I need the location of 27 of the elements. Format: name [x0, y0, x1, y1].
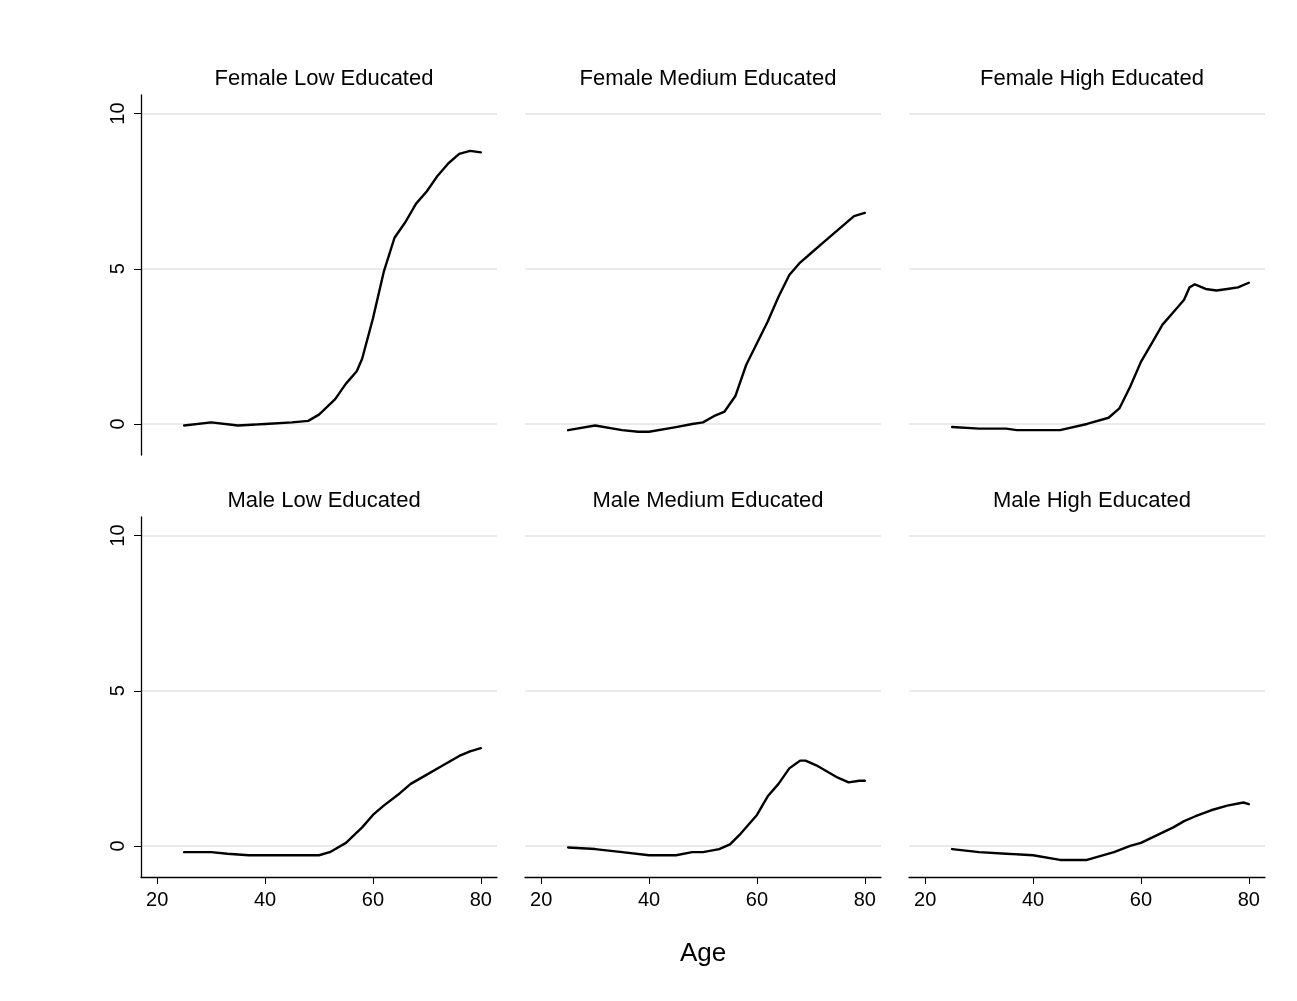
x-tick-label: 80 [1237, 888, 1260, 910]
x-tick-label: 20 [530, 888, 553, 910]
chart-title: Female Low Educated [214, 64, 434, 90]
y-tick-label: 0 [106, 418, 128, 430]
x-tick-label: 60 [745, 888, 769, 910]
chart-title: Female Medium Educated [579, 64, 837, 90]
x-tick-label: 40 [637, 888, 661, 910]
x-tick-label: 40 [253, 888, 277, 910]
y-tick-label: 5 [106, 263, 128, 275]
line-series [182, 747, 483, 857]
x-tick-label: 60 [1129, 888, 1153, 910]
x-tick-label: 40 [1021, 888, 1045, 910]
chart-title: Male High Educated [992, 486, 1192, 512]
x-tick-label: 80 [853, 888, 876, 910]
y-tick-label: 10 [106, 524, 128, 547]
chart-title: Male Low Educated [227, 486, 421, 512]
y-tick-label: 0 [106, 840, 128, 852]
chart-title: Female High Educated [980, 64, 1204, 90]
x-tick-label: 80 [469, 888, 492, 910]
y-tick-label: 5 [106, 685, 128, 697]
y-tick-label: 10 [106, 102, 128, 125]
chart-title: Male Medium Educated [592, 486, 824, 512]
x-axis-title: Age [679, 937, 727, 967]
x-tick-label: 60 [361, 888, 385, 910]
line-series [182, 149, 483, 427]
x-tick-label: 20 [914, 888, 937, 910]
x-tick-label: 20 [146, 888, 169, 910]
